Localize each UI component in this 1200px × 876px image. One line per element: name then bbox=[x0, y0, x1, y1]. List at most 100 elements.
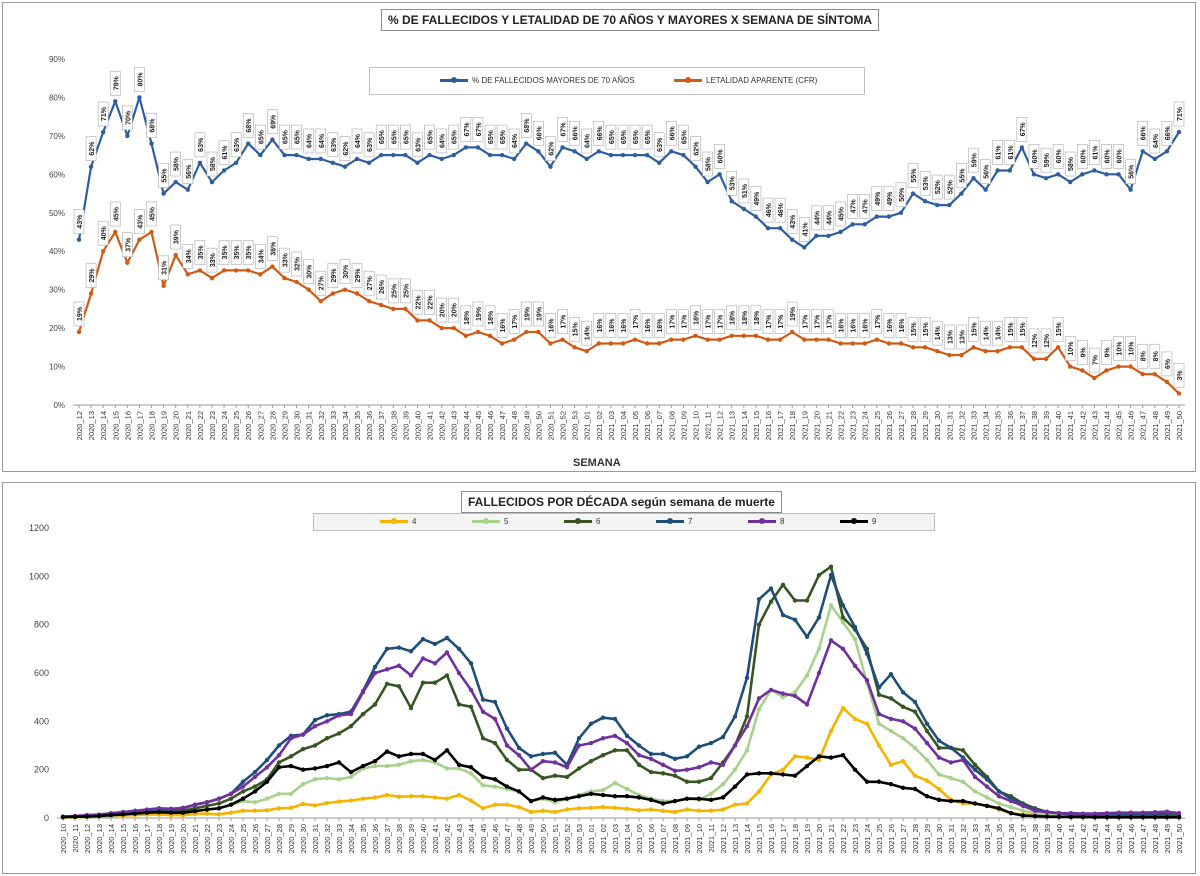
data-point bbox=[463, 333, 469, 338]
data-point bbox=[840, 752, 846, 758]
data-label-box bbox=[593, 313, 605, 338]
x-tick-label: 2021_04 bbox=[619, 411, 628, 440]
data-label: 47% bbox=[863, 199, 870, 214]
data-point bbox=[1104, 810, 1110, 816]
x-tick-label: 2021_19 bbox=[803, 824, 812, 853]
data-label: 46% bbox=[766, 202, 773, 217]
data-point bbox=[828, 755, 834, 760]
data-label-box bbox=[557, 117, 568, 142]
data-label-box bbox=[218, 240, 230, 265]
data-point bbox=[1080, 814, 1086, 820]
x-tick-label: 2020_48 bbox=[510, 411, 519, 440]
legend-label: % DE FALLECIDOS MAYORES DE 70 AÑOS bbox=[472, 76, 635, 85]
data-point bbox=[288, 805, 294, 811]
data-point bbox=[552, 773, 558, 778]
data-label-box bbox=[424, 124, 435, 150]
data-point bbox=[456, 702, 462, 707]
data-label-box bbox=[798, 309, 810, 334]
x-tick-label: 2021_31 bbox=[947, 824, 956, 853]
x-tick-label: 2020_24 bbox=[227, 824, 236, 853]
data-point bbox=[264, 796, 270, 801]
data-label: 52% bbox=[947, 179, 954, 194]
data-label-box bbox=[1064, 336, 1076, 361]
x-tick-label: 2020_25 bbox=[232, 411, 241, 440]
data-point bbox=[96, 813, 102, 819]
data-label-box bbox=[726, 305, 738, 331]
data-point bbox=[564, 796, 570, 801]
data-point bbox=[300, 801, 306, 807]
data-label-box bbox=[835, 313, 846, 338]
data-label: 17% bbox=[681, 314, 688, 329]
data-point bbox=[802, 245, 807, 250]
data-label-box bbox=[883, 313, 895, 338]
data-point bbox=[504, 726, 510, 731]
y-tick-label: 70% bbox=[49, 132, 65, 141]
x-tick-label: 2020_53 bbox=[575, 824, 584, 853]
data-point bbox=[192, 802, 198, 807]
data-point bbox=[1092, 815, 1098, 820]
data-point bbox=[468, 661, 474, 666]
data-point bbox=[216, 796, 222, 801]
x-tick-label: 2021_27 bbox=[899, 824, 908, 853]
data-point bbox=[1068, 364, 1073, 369]
data-point bbox=[888, 762, 894, 768]
x-tick-label: 2021_08 bbox=[667, 411, 676, 440]
data-point bbox=[576, 736, 582, 741]
data-point bbox=[802, 337, 807, 342]
x-tick-label: 2020_41 bbox=[431, 824, 440, 853]
data-label-box bbox=[1016, 117, 1028, 142]
x-tick-label: 2020_39 bbox=[401, 411, 410, 440]
data-point bbox=[246, 141, 251, 146]
data-point bbox=[1104, 368, 1109, 373]
data-point bbox=[996, 794, 1002, 799]
data-label-box bbox=[303, 128, 314, 154]
data-label: 16% bbox=[645, 318, 652, 333]
data-label-box bbox=[895, 182, 907, 208]
data-label-box bbox=[581, 320, 592, 346]
series-line bbox=[62, 573, 1179, 819]
x-tick-label: 2021_24 bbox=[863, 824, 872, 853]
data-label: 7% bbox=[1092, 354, 1099, 365]
legend-label: 4 bbox=[412, 517, 417, 526]
data-point bbox=[216, 806, 222, 811]
data-point bbox=[620, 152, 626, 158]
data-point bbox=[252, 784, 258, 789]
data-point bbox=[874, 214, 880, 219]
data-point bbox=[852, 663, 858, 668]
x-tick-label: 2021_41 bbox=[1067, 824, 1076, 853]
x-tick-label: 2021_26 bbox=[887, 824, 896, 853]
data-point bbox=[72, 814, 78, 819]
data-point bbox=[765, 337, 771, 342]
data-label: 18% bbox=[742, 310, 749, 325]
data-point bbox=[540, 759, 546, 764]
data-point bbox=[1068, 814, 1074, 820]
data-point bbox=[511, 337, 517, 342]
data-label-box bbox=[811, 309, 822, 334]
data-label: 60% bbox=[1080, 149, 1087, 164]
data-label-box bbox=[1173, 101, 1185, 127]
x-tick-label: 2020_43 bbox=[455, 824, 464, 853]
x-tick-label: 2021_14 bbox=[743, 824, 752, 853]
data-point bbox=[204, 807, 210, 812]
data-label: 39% bbox=[174, 229, 181, 244]
legend-swatch bbox=[656, 518, 684, 524]
data-point bbox=[924, 728, 930, 734]
data-point bbox=[516, 745, 522, 751]
data-point bbox=[600, 804, 606, 810]
data-label-box bbox=[1052, 144, 1064, 169]
data-label: 17% bbox=[778, 314, 785, 329]
data-point bbox=[444, 748, 450, 753]
data-point bbox=[240, 789, 246, 794]
x-tick-label: 2021_30 bbox=[933, 411, 942, 440]
data-point bbox=[560, 145, 565, 150]
data-label-box bbox=[134, 209, 145, 234]
data-label-box bbox=[557, 309, 568, 334]
data-point bbox=[516, 752, 522, 758]
data-label: 10% bbox=[1129, 341, 1136, 356]
data-label: 15% bbox=[1020, 322, 1027, 337]
data-point bbox=[1152, 372, 1158, 377]
data-point bbox=[1092, 375, 1097, 381]
data-label-box bbox=[1028, 328, 1040, 354]
data-point bbox=[608, 341, 614, 346]
data-point bbox=[1055, 345, 1061, 350]
